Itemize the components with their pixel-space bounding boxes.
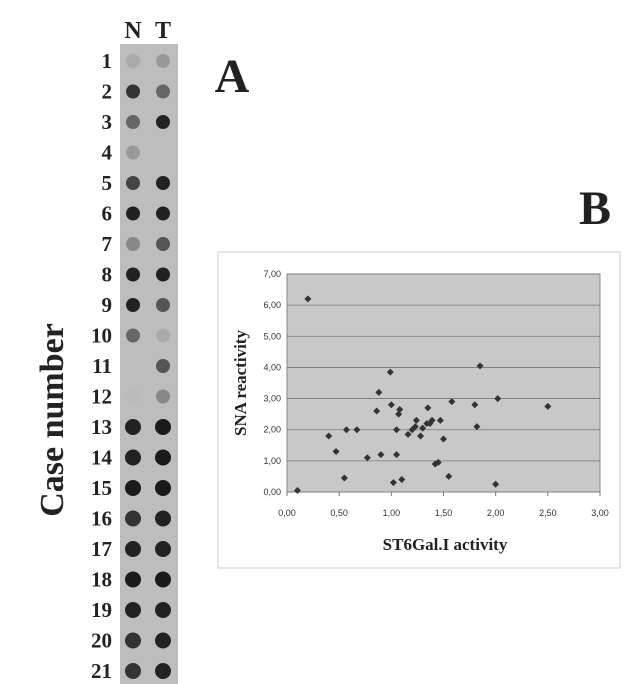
blot-dot xyxy=(126,115,140,129)
page: {"panel_a": {"label": "A", "axis_label":… xyxy=(0,0,626,684)
y-tick-label: 0,00 xyxy=(263,487,281,497)
blot-dot xyxy=(125,663,141,679)
blot-dot xyxy=(156,85,170,99)
x-tick-label: 1,00 xyxy=(383,508,401,518)
y-tick-label: 3,00 xyxy=(263,394,281,404)
blot-dot xyxy=(155,419,171,435)
blot-dot xyxy=(155,511,171,527)
row-label: 2 xyxy=(102,80,113,104)
row-label: 9 xyxy=(102,293,113,317)
blot-dot xyxy=(156,390,170,404)
row-label: 17 xyxy=(91,537,112,561)
y-tick-label: 2,00 xyxy=(263,425,281,435)
row-label: 5 xyxy=(102,171,113,195)
blot-dot xyxy=(125,572,141,588)
blot-dot xyxy=(125,419,141,435)
y-tick-label: 7,00 xyxy=(263,269,281,279)
panel-label: A xyxy=(215,50,250,103)
blot-dot xyxy=(125,450,141,466)
panel-label: B xyxy=(579,182,611,235)
x-tick-label: 3,00 xyxy=(591,508,609,518)
row-label: 21 xyxy=(91,659,112,683)
blot-dot xyxy=(125,602,141,618)
row-label: 4 xyxy=(102,141,113,165)
blot-dot xyxy=(126,237,140,251)
blot-dot xyxy=(126,390,140,404)
y-tick-label: 1,00 xyxy=(263,456,281,466)
row-label: 11 xyxy=(92,354,112,378)
row-label: 8 xyxy=(102,263,113,287)
x-tick-label: 0,00 xyxy=(278,508,296,518)
row-label: 13 xyxy=(91,415,112,439)
blot-dot xyxy=(155,633,171,649)
blot-dot xyxy=(126,85,140,99)
row-label: 19 xyxy=(91,598,112,622)
case-axis-label: Case number xyxy=(34,323,71,517)
row-label: 14 xyxy=(91,446,113,470)
row-label: 6 xyxy=(102,202,113,226)
blot-dot xyxy=(156,329,170,343)
blot-dot xyxy=(156,207,170,221)
blot-dot xyxy=(156,268,170,282)
blot-dot xyxy=(126,146,140,160)
x-tick-label: 0,50 xyxy=(330,508,348,518)
blot-dot xyxy=(126,268,140,282)
row-label: 1 xyxy=(102,49,113,73)
x-tick-label: 1,50 xyxy=(435,508,453,518)
row-label: 10 xyxy=(91,324,112,348)
x-tick-label: 2,00 xyxy=(487,508,505,518)
column-label: N xyxy=(124,18,142,44)
blot-dot xyxy=(156,54,170,68)
blot-dot xyxy=(156,237,170,251)
row-label: 3 xyxy=(102,110,113,134)
blot-dot xyxy=(125,541,141,557)
blot-dot xyxy=(155,480,171,496)
row-label: 12 xyxy=(91,385,112,409)
blot-dot xyxy=(126,176,140,190)
blot-dot xyxy=(125,511,141,527)
blot-dot xyxy=(125,633,141,649)
blot-dot xyxy=(126,207,140,221)
row-label: 7 xyxy=(102,232,113,256)
blot-dot xyxy=(155,541,171,557)
blot-dot xyxy=(125,480,141,496)
x-tick-label: 2,50 xyxy=(539,508,557,518)
figure: Case number A B SNA reactivity ST6Gal.I … xyxy=(0,0,626,684)
plot-area xyxy=(287,274,600,492)
y-tick-label: 5,00 xyxy=(263,331,281,341)
y-tick-label: 4,00 xyxy=(263,362,281,372)
row-label: 18 xyxy=(91,568,112,592)
blot-dot xyxy=(155,602,171,618)
blot-dot xyxy=(156,176,170,190)
row-label: 15 xyxy=(91,476,112,500)
blot-dot xyxy=(155,663,171,679)
y-axis-label: SNA reactivity xyxy=(231,330,250,436)
column-label: T xyxy=(155,18,171,44)
blot-dot xyxy=(156,359,170,373)
y-tick-label: 6,00 xyxy=(263,300,281,310)
blot-dot xyxy=(126,298,140,312)
blot-dot xyxy=(155,450,171,466)
blot-dot xyxy=(156,115,170,129)
blot-dot xyxy=(156,298,170,312)
blot-dot xyxy=(155,572,171,588)
blot-dot xyxy=(126,329,140,343)
x-axis-label: ST6Gal.I activity xyxy=(383,535,508,554)
row-label: 20 xyxy=(91,629,112,653)
blot-dot xyxy=(126,54,140,68)
row-label: 16 xyxy=(91,507,112,531)
